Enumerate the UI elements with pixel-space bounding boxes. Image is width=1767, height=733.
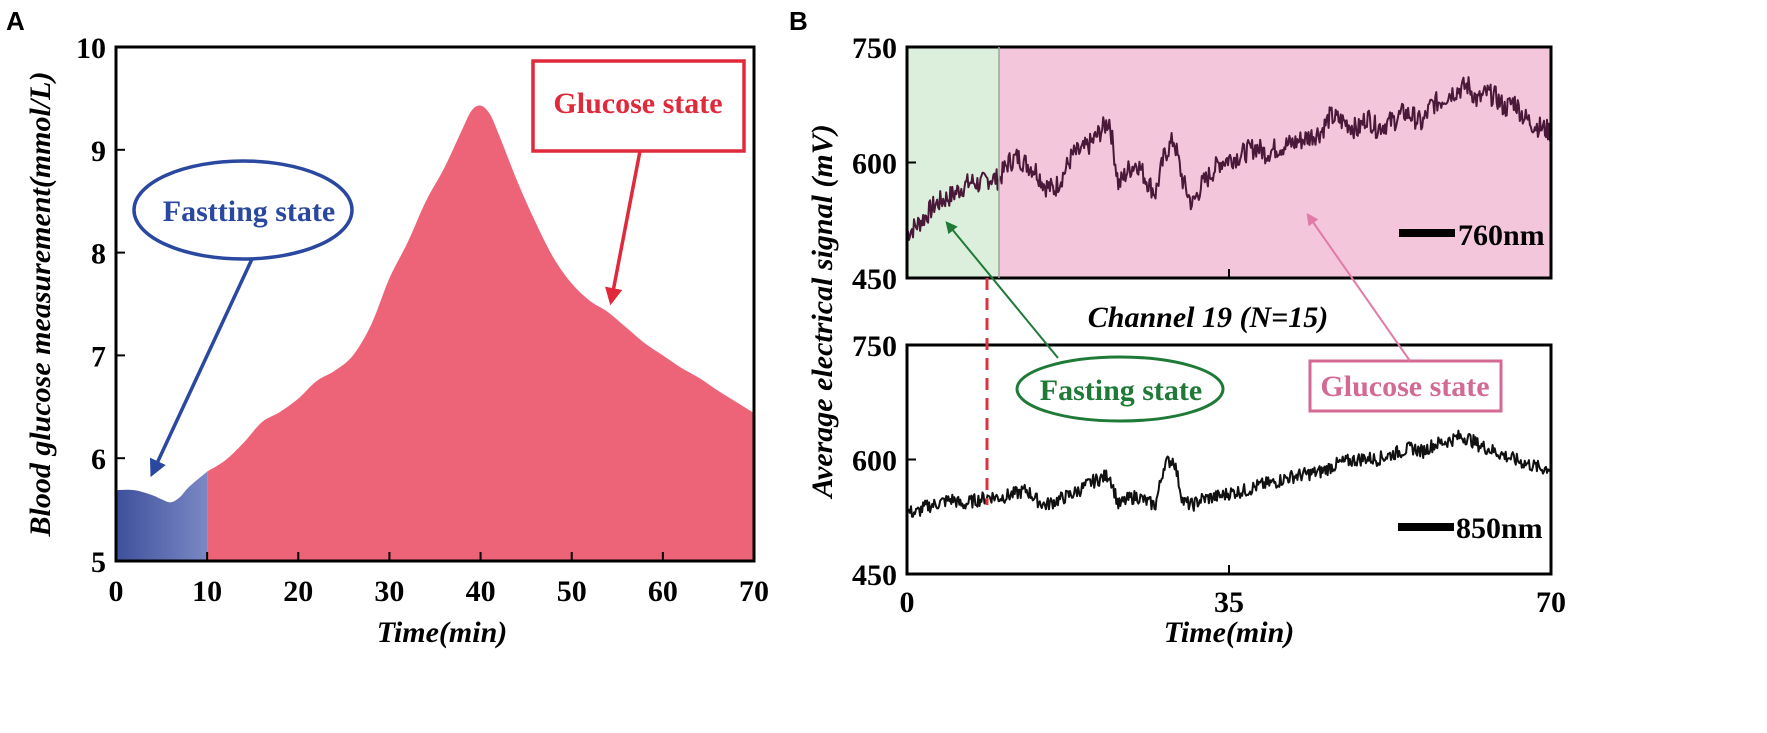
scale-bar-760nm bbox=[1399, 229, 1455, 237]
a-ytick-label: 9 bbox=[91, 135, 106, 168]
panel-a: A 0 10 20 30 40 50 60 70 5 6 7 8 9 10 Time(min) Blood… bbox=[6, 6, 769, 649]
glucose-state-label-b: Glucose state bbox=[1320, 370, 1489, 403]
a-xtick-label: 40 bbox=[466, 575, 496, 608]
b-ytick-label: 750 bbox=[852, 32, 897, 65]
a-ytick-label: 8 bbox=[91, 238, 106, 271]
b-xtick-label: 0 bbox=[900, 586, 915, 619]
fasting-state-label-b: Fasting state bbox=[1040, 374, 1202, 407]
fasting-state-arrow-b bbox=[945, 221, 1059, 359]
glucose-state-arrow-b bbox=[1306, 213, 1411, 362]
fastting-state-arrow bbox=[149, 258, 254, 478]
b-xtick-label: 35 bbox=[1214, 586, 1244, 619]
panel-a-axes-frame bbox=[114, 45, 756, 563]
glucose-period-background bbox=[999, 47, 1551, 278]
glucose-state-arrow bbox=[605, 150, 642, 306]
scale-label-850nm: 850nm bbox=[1456, 512, 1543, 545]
glucose-state-box-b bbox=[1308, 359, 1503, 413]
scale-bar-850nm bbox=[1398, 523, 1454, 531]
fastting-state-ellipse bbox=[132, 159, 354, 261]
a-ytick-label: 7 bbox=[91, 340, 106, 373]
panel-a-areas bbox=[116, 105, 755, 561]
panel-b-title: Channel 19 (N=15) bbox=[1088, 301, 1328, 334]
glucose-state-label: Glucose state bbox=[553, 87, 722, 120]
panel-a-label: A bbox=[6, 6, 25, 36]
fastting-state-label: Fastting state bbox=[163, 195, 335, 228]
fasting-area bbox=[116, 471, 208, 561]
panel-a-xlabel: Time(min) bbox=[377, 616, 508, 649]
panel-b-xlabel: Time(min) bbox=[1164, 616, 1295, 649]
b-ytick-label: 450 bbox=[852, 263, 897, 296]
signal-850nm-plot bbox=[906, 429, 1552, 518]
a-xtick-label: 0 bbox=[109, 575, 124, 608]
panel-a-ticks: 0 10 20 30 40 50 60 70 5 6 7 8 9 10 bbox=[76, 32, 769, 608]
a-xtick-label: 50 bbox=[557, 575, 587, 608]
panel-b: B 450 600 750 450 600 750 0 35 70 760nm 850nm Ch… bbox=[789, 6, 1566, 649]
panel-b-ylabel: Average electrical signal (mV) bbox=[806, 124, 839, 500]
b-ytick-label: 750 bbox=[852, 330, 897, 363]
b-ytick-label: 450 bbox=[852, 559, 897, 592]
b-xtick-label: 70 bbox=[1536, 586, 1566, 619]
signal-line-760nm bbox=[906, 76, 1552, 241]
glucose-area bbox=[207, 105, 755, 561]
signal-760nm-plot bbox=[906, 76, 1552, 241]
fasting-period-background bbox=[907, 47, 999, 278]
a-xtick-label: 20 bbox=[283, 575, 313, 608]
a-ytick-label: 5 bbox=[91, 546, 106, 579]
a-xtick-label: 30 bbox=[374, 575, 404, 608]
glucose-state-box bbox=[531, 59, 746, 153]
a-ytick-label: 10 bbox=[76, 32, 106, 65]
panel-a-ylabel: Blood glucose measurement(mmol/L) bbox=[24, 72, 57, 538]
b-ytick-label: 600 bbox=[852, 445, 897, 478]
signal-line-850nm bbox=[906, 429, 1552, 518]
panel-b-label: B bbox=[789, 6, 808, 36]
b-ytick-label: 600 bbox=[852, 148, 897, 181]
a-xtick-label: 10 bbox=[192, 575, 222, 608]
a-xtick-label: 60 bbox=[648, 575, 678, 608]
panel-b-ticks: 450 600 750 450 600 750 0 35 70 bbox=[852, 32, 1566, 619]
a-xtick-label: 70 bbox=[739, 575, 769, 608]
fasting-state-ellipse bbox=[1015, 355, 1225, 423]
a-ytick-label: 6 bbox=[91, 443, 106, 476]
scale-label-760nm: 760nm bbox=[1458, 219, 1545, 252]
